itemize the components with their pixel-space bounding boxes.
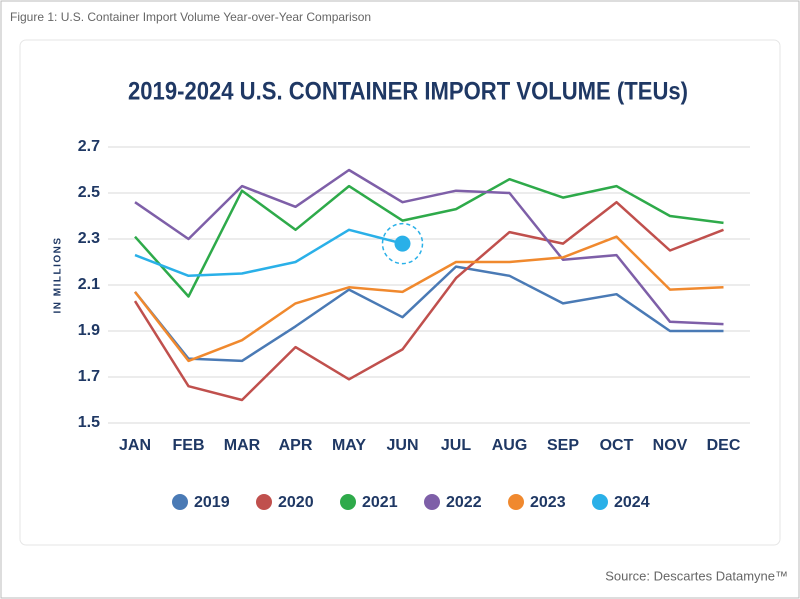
caption: Figure 1: U.S. Container Import Volume Y… (10, 10, 371, 24)
series-line (134, 177, 724, 298)
y-tick-label: 1.7 (78, 368, 100, 385)
legend-swatch (172, 494, 188, 510)
legend-swatch (592, 494, 608, 510)
x-tick-label: DEC (707, 437, 741, 454)
x-tick-label: MAY (332, 437, 366, 454)
y-tick-label: 2.3 (78, 230, 100, 247)
x-tick-label: JAN (119, 437, 151, 454)
legend-swatch (340, 494, 356, 510)
legend-label: 2024 (614, 494, 650, 511)
x-tick-label: OCT (600, 437, 634, 454)
legend-swatch (424, 494, 440, 510)
x-tick-label: FEB (173, 437, 205, 454)
source: Source: Descartes Datamyne™ (605, 568, 788, 583)
y-tick-label: 1.5 (78, 414, 100, 431)
y-tick-label: 2.5 (78, 184, 100, 201)
legend-label: 2021 (362, 494, 398, 511)
x-tick-label: AUG (492, 437, 528, 454)
x-tick-label: MAR (224, 437, 261, 454)
highlight-ring (381, 222, 424, 265)
x-tick-label: SEP (547, 437, 579, 454)
y-tick-label: 1.9 (78, 322, 100, 339)
x-tick-label: JUN (386, 437, 418, 454)
x-tick-label: APR (279, 437, 313, 454)
series-line (134, 168, 724, 326)
y-tick-label: 2.1 (78, 276, 100, 293)
legend-label: 2023 (530, 494, 566, 511)
series-line (134, 235, 724, 363)
legend-label: 2019 (194, 494, 230, 511)
y-axis-label: IN MILLIONS (53, 236, 64, 313)
legend-swatch (508, 494, 524, 510)
x-tick-label: NOV (653, 437, 688, 454)
legend-label: 2020 (278, 494, 314, 511)
legend-swatch (256, 494, 272, 510)
x-tick-label: JUL (441, 437, 471, 454)
chart-title: 2019-2024 U.S. CONTAINER IMPORT VOLUME (… (128, 78, 688, 106)
y-tick-label: 2.7 (78, 138, 100, 155)
endpoint-marker (394, 235, 411, 252)
series-line (133, 200, 724, 402)
legend-label: 2022 (446, 494, 482, 511)
series-line (134, 228, 403, 278)
series-line (134, 265, 724, 363)
